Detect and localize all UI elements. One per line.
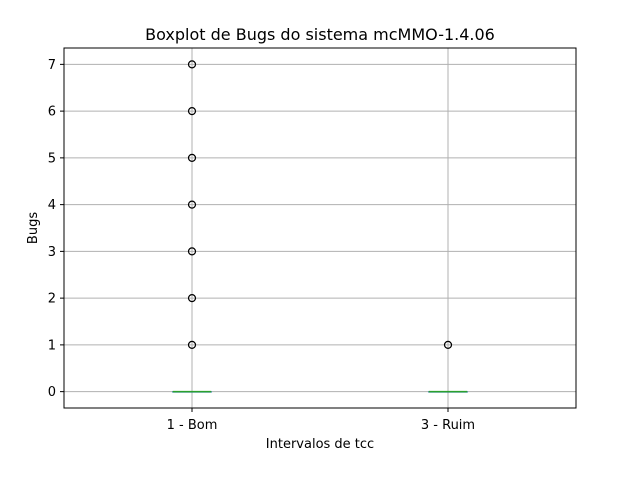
outlier-point	[187, 200, 197, 209]
x-tick-label: 1 - Bom	[167, 418, 218, 433]
y-tick-label: 5	[48, 151, 56, 166]
y-axis-label: Bugs	[26, 212, 41, 244]
box-2	[428, 340, 468, 393]
x-tick-label: 3 - Ruim	[421, 418, 475, 433]
chart-title: Boxplot de Bugs do sistema mcMMO-1.4.06	[145, 25, 495, 44]
y-tick-label: 6	[48, 105, 56, 120]
box-series	[172, 60, 468, 393]
x-axis-ticks: 1 - Bom 3 - Ruim	[167, 408, 475, 433]
y-tick-label: 0	[48, 385, 56, 400]
outlier-point	[187, 60, 197, 69]
box-1	[172, 60, 212, 393]
y-axis-ticks: 0 1 2 3 4 5 6 7	[48, 58, 64, 400]
y-tick-label: 7	[48, 58, 56, 73]
outlier-point	[187, 153, 197, 162]
outlier-point	[187, 340, 197, 349]
plot-frame	[63, 47, 577, 409]
outlier-point	[187, 107, 197, 116]
y-tick-label: 2	[48, 292, 56, 307]
outlier-point	[187, 294, 197, 303]
y-tick-label: 1	[48, 338, 56, 353]
grid-lines	[64, 48, 576, 408]
outlier-point	[443, 340, 453, 349]
y-tick-label: 4	[48, 198, 56, 213]
y-tick-label: 3	[48, 245, 56, 260]
x-axis-label: Intervalos de tcc	[266, 437, 374, 452]
outlier-point	[187, 247, 197, 256]
